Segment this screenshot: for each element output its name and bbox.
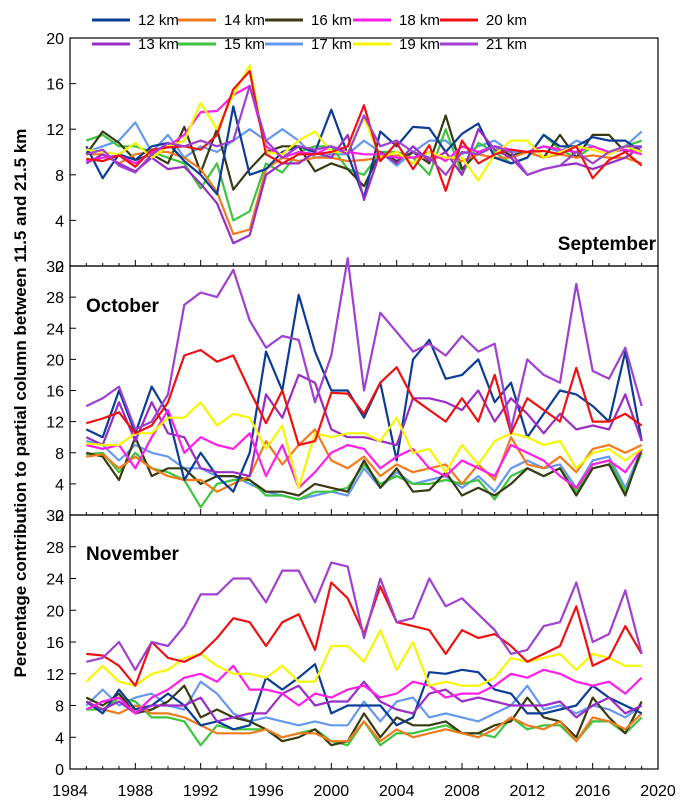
x-axis: 1984 1988 1992 1996 2000 2004 2008 2012 2016 2020: [52, 783, 676, 800]
y-tick-label: 32: [46, 508, 64, 525]
legend-label: 21 km: [486, 36, 527, 53]
legend-entry: 17 km: [265, 36, 352, 53]
y-tick-label: 16: [46, 384, 64, 401]
x-tick-label: 2004: [379, 783, 415, 800]
series-line-21-km: [85, 257, 643, 431]
legend-label: 14 km: [224, 12, 265, 29]
x-tick-label: 1992: [183, 783, 219, 800]
x-tick-label: 2012: [510, 783, 546, 800]
x-tick-label: 1988: [118, 783, 154, 800]
y-tick-label: 0: [55, 259, 64, 276]
y-tick-label: 4: [55, 730, 64, 747]
legend-entry: 20 km: [440, 12, 527, 29]
x-tick-label: 2020: [640, 783, 676, 800]
series-line-21-km: [86, 84, 642, 176]
y-tick-label: 0: [55, 762, 64, 779]
legend-label: 20 km: [486, 12, 527, 29]
series-line-19-km: [86, 401, 643, 489]
series-line-18-km: [86, 84, 642, 165]
series-line-16-km: [86, 436, 643, 497]
legend-label: 16 km: [311, 12, 352, 29]
y-tick-label: 0: [55, 508, 64, 525]
series-line-18-km: [85, 664, 643, 715]
x-tick-label: 1984: [52, 783, 88, 800]
series-line-20-km: [86, 69, 643, 192]
legend-label: 12 km: [138, 12, 179, 29]
series-line-17-km: [85, 680, 643, 727]
series-line-19-km: [86, 64, 643, 182]
y-tick-label: 28: [46, 290, 64, 307]
y-tick-label: 24: [46, 572, 64, 589]
legend-label: 18 km: [399, 12, 440, 29]
y-tick-label: 28: [46, 540, 64, 557]
panel-title: November: [86, 544, 180, 565]
y-tick-label: 12: [46, 415, 64, 432]
series-line-20-km: [85, 348, 643, 447]
legend: 12 km 14 km 16 km 18 km 20 km 13 km 15 k…: [92, 12, 527, 53]
y-tick-label: 20: [46, 31, 64, 48]
series-line-19-km: [85, 628, 642, 687]
y-tick-label: 8: [55, 699, 64, 716]
series-line-21-km: [86, 561, 643, 671]
legend-label: 13 km: [138, 36, 179, 53]
series-line-18-km: [86, 408, 643, 489]
legend-entry: 16 km: [265, 12, 352, 29]
y-tick-label: 32: [46, 259, 64, 276]
y-tick-label: 4: [55, 477, 64, 494]
y-tick-label: 20: [46, 352, 64, 369]
y-tick-label: 24: [46, 321, 64, 338]
legend-label: 17 km: [311, 36, 352, 53]
legend-entry: 19 km: [353, 36, 440, 53]
y-tick-label: 16: [46, 635, 64, 652]
series-line-14-km: [85, 700, 643, 743]
legend-entry: 18 km: [353, 12, 440, 29]
panel-november: November 0 4 8 12 16 20 24 28 32: [46, 508, 659, 779]
series-line-12-km: [85, 663, 643, 731]
y-tick-label: 16: [46, 77, 64, 94]
y-tick-label: 20: [46, 603, 64, 620]
y-tick-label: 4: [55, 213, 64, 230]
legend-entry: 14 km: [178, 12, 265, 29]
panel-title: September: [558, 234, 657, 255]
y-tick-label: 8: [55, 168, 64, 185]
x-tick-label: 1996: [248, 783, 284, 800]
y-tick-label: 8: [55, 446, 64, 463]
x-tick-label: 2008: [444, 783, 480, 800]
legend-entry: 13 km: [92, 36, 179, 53]
legend-entry: 12 km: [92, 12, 179, 29]
x-tick-label: 2000: [314, 783, 350, 800]
y-tick-label: 12: [46, 667, 64, 684]
x-tick-label: 2016: [575, 783, 611, 800]
legend-entry: 15 km: [178, 36, 265, 53]
legend-entry: 21 km: [440, 36, 527, 53]
panel-september: September 0 4 8 12 16 20: [46, 31, 659, 276]
panel-title: October: [86, 296, 159, 317]
legend-label: 19 km: [399, 36, 440, 53]
legend-label: 15 km: [224, 36, 265, 53]
series-line-16-km: [85, 684, 643, 747]
y-tick-label: 12: [46, 122, 64, 139]
series-line-12-km: [85, 293, 643, 493]
panel-october: October 0 4 8 12 16 20 24 28 32: [46, 257, 659, 525]
series-line-13-km: [85, 680, 643, 723]
y-axis-label: Percentage contribution to partial colum…: [11, 129, 30, 678]
